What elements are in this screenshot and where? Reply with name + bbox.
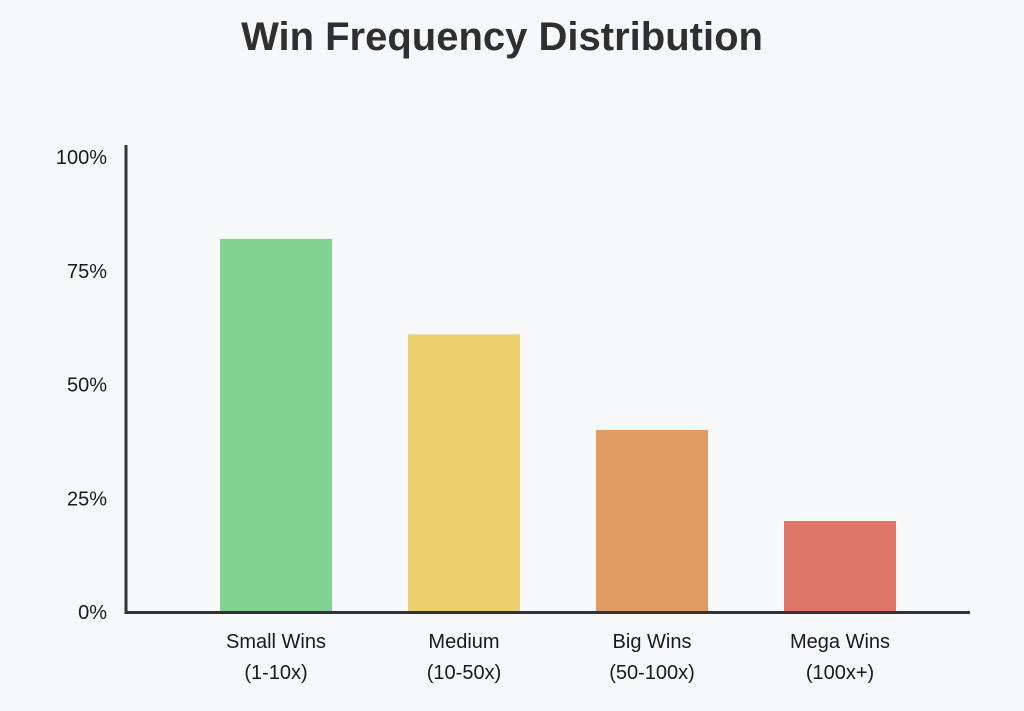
bar — [596, 430, 708, 612]
x-tick-label: Medium — [428, 631, 499, 653]
x-tick-sublabel: (1-10x) — [244, 662, 307, 684]
y-tick-label: 50% — [67, 375, 107, 397]
x-tick-sublabel: (100x+) — [806, 662, 874, 684]
x-tick-sublabel: (10-50x) — [427, 662, 501, 684]
x-tick-label: Mega Wins — [790, 631, 890, 653]
x-axis-labels: Small Wins (1-10x) Medium (10-50x) Big Wins (… — [226, 631, 890, 684]
chart-title: Win Frequency Distribution — [241, 15, 763, 59]
x-tick-label: Small Wins — [226, 631, 326, 653]
y-tick-label: 0% — [78, 602, 107, 624]
y-axis-ticks: 0% 25% 50% 75% 100% — [56, 147, 107, 624]
bars — [220, 238, 896, 612]
bar — [408, 334, 520, 612]
bar — [784, 521, 896, 612]
bar — [220, 238, 332, 612]
x-tick-sublabel: (50-100x) — [609, 662, 695, 684]
y-tick-label: 100% — [56, 147, 107, 169]
y-tick-label: 75% — [67, 261, 107, 283]
x-tick-label: Big Wins — [613, 631, 692, 653]
y-tick-label: 25% — [67, 488, 107, 510]
